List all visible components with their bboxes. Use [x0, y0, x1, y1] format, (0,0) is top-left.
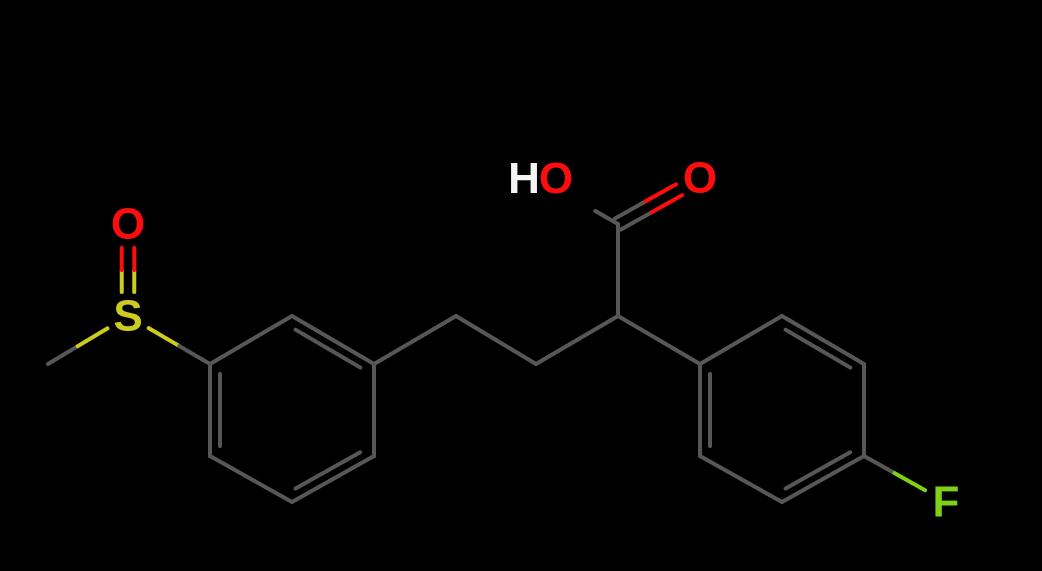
atom-label-group: HO — [508, 154, 573, 203]
molecule-diagram: SOOHOF — [0, 0, 1042, 571]
atom-label-o: O — [111, 200, 145, 249]
atom-label-o: O — [683, 154, 717, 203]
atom-label-f: F — [933, 478, 960, 527]
atom-label-s: S — [113, 292, 142, 341]
